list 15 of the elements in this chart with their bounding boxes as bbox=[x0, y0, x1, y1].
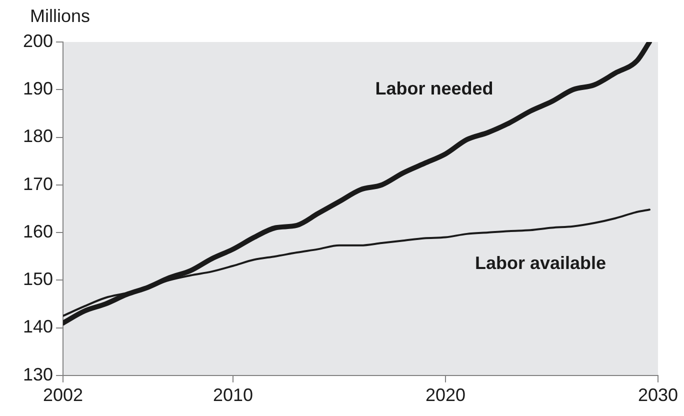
y-tick-label: 130 bbox=[22, 364, 54, 384]
y-axis-title: Millions bbox=[30, 6, 90, 26]
y-tick-label: 170 bbox=[22, 174, 54, 194]
series-label: Labor available bbox=[474, 253, 606, 274]
y-tick-label: 200 bbox=[22, 30, 54, 51]
y-tick-label: 140 bbox=[22, 316, 54, 337]
series-label: Labor needed bbox=[375, 78, 494, 98]
y-tick-label: 150 bbox=[22, 269, 54, 290]
x-tick-label: 2020 bbox=[425, 385, 466, 406]
y-tick-label: 180 bbox=[22, 126, 54, 146]
x-tick-label: 2030 bbox=[638, 385, 678, 406]
x-tick-label: 2010 bbox=[213, 385, 254, 406]
x-tick-label: 2002 bbox=[43, 385, 84, 406]
y-tick-label: 190 bbox=[22, 78, 54, 99]
y-tick-label: 160 bbox=[22, 221, 54, 242]
